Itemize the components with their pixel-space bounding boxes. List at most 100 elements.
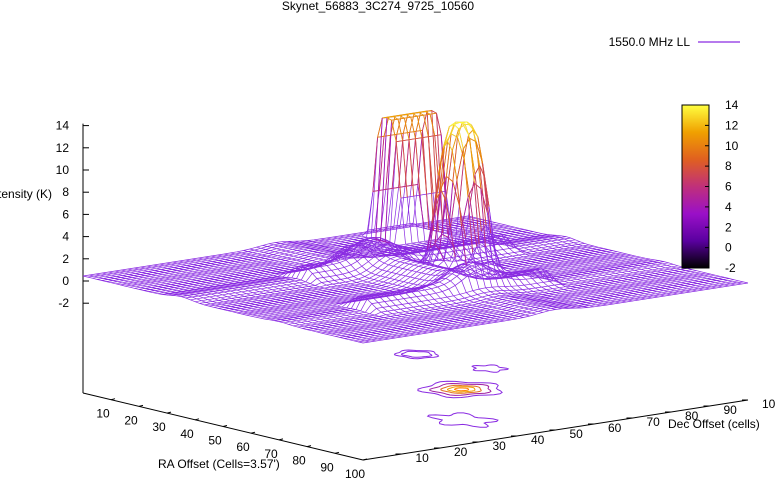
mesh-highlight	[473, 182, 482, 245]
mesh-line	[241, 243, 627, 315]
mesh-highlight	[391, 134, 399, 189]
mesh-highlight	[447, 124, 455, 151]
mesh-line	[334, 275, 721, 337]
mesh-highlight	[460, 121, 467, 125]
mesh-highlight	[461, 197, 469, 266]
mesh-line	[348, 279, 735, 341]
mesh-line	[246, 254, 632, 316]
mesh-line	[362, 282, 749, 344]
z-tick-label: 10	[56, 163, 70, 177]
y-tick-label: 70	[647, 415, 661, 429]
mesh-highlight	[383, 116, 391, 137]
mesh-highlight	[464, 123, 472, 139]
mesh-line	[213, 133, 599, 308]
mesh-line	[218, 121, 604, 309]
mesh-line	[371, 115, 652, 299]
z-tick-label: 12	[56, 141, 70, 155]
contour-line	[426, 412, 499, 428]
y-tick-label: 50	[570, 427, 584, 441]
colorbar-tick-label: 6	[725, 180, 732, 194]
mesh-highlight	[434, 190, 442, 251]
mesh-highlight	[416, 114, 424, 138]
mesh-highlight	[436, 148, 444, 199]
mesh-highlight	[395, 140, 403, 199]
mesh-line	[92, 217, 478, 279]
mesh-line	[208, 175, 595, 307]
mesh-highlight	[471, 124, 479, 142]
mesh-line	[180, 234, 567, 297]
mesh-line	[222, 121, 609, 310]
mesh-highlight	[480, 188, 488, 248]
mesh-line	[365, 116, 646, 300]
mesh-highlight	[451, 128, 460, 181]
mesh-highlight	[385, 135, 393, 190]
colorbar-tick-label: 0	[725, 241, 732, 255]
mesh-highlight	[456, 148, 464, 228]
mesh-line	[255, 256, 641, 318]
colorbar-tick-label: 2	[725, 220, 732, 234]
mesh-highlight	[440, 141, 449, 202]
x-tick-label: 40	[180, 427, 194, 441]
mesh-line	[204, 233, 590, 306]
mesh-highlight	[417, 130, 425, 229]
mesh-highlight	[410, 115, 418, 139]
mesh-highlight	[385, 116, 394, 121]
colorbar-tick-label: -2	[725, 261, 736, 275]
mesh-line	[227, 123, 613, 311]
mesh-line	[274, 260, 660, 321]
legend: 1550.0 MHz LL	[609, 35, 740, 49]
y-tick-label: 40	[531, 433, 545, 447]
mesh-highlight	[450, 179, 458, 258]
mesh-highlight	[417, 111, 426, 116]
mesh-line	[288, 263, 674, 325]
y-tick-label: 10	[416, 451, 430, 465]
x-axis-label: RA Offset (Cells=3.57')	[158, 457, 280, 471]
chart-title: Skynet_56883_3C274_9725_10560	[282, 0, 475, 13]
mesh-highlight	[429, 112, 437, 136]
x-tick-label: 60	[236, 440, 250, 454]
mesh-highlight	[415, 137, 422, 196]
mesh-highlight	[415, 111, 423, 132]
mesh-line	[194, 241, 581, 303]
mesh-highlight	[408, 138, 416, 197]
mesh-line	[325, 273, 711, 335]
mesh-line	[283, 262, 669, 324]
mesh-highlight	[398, 133, 406, 188]
colorbar: -2 0 2 4 6 8 10 12 14	[681, 98, 739, 275]
mesh-highlight	[402, 113, 410, 134]
mesh-line	[320, 272, 707, 334]
contour-line	[400, 350, 433, 358]
mesh-highlight	[384, 120, 393, 244]
mesh-line	[330, 274, 716, 336]
mesh-highlight	[391, 115, 400, 120]
mesh-highlight	[438, 200, 447, 261]
mesh-highlight	[462, 138, 471, 198]
colorbar-tick-label: 4	[725, 200, 732, 214]
mesh-highlight	[429, 198, 437, 249]
surface-mesh	[82, 109, 749, 344]
colorbar-tick-label: 12	[725, 118, 739, 132]
mesh-line	[129, 226, 515, 288]
mesh-line	[306, 269, 693, 330]
x-tick-label: 30	[152, 420, 166, 434]
contour-line	[417, 380, 503, 399]
contour-line	[393, 349, 440, 360]
mesh-line	[278, 261, 665, 322]
mesh-highlight	[469, 174, 478, 247]
mesh-highlight	[378, 136, 386, 191]
mesh-highlight	[402, 139, 410, 198]
mesh-highlight	[434, 134, 442, 193]
mesh-highlight	[445, 150, 453, 228]
mesh-line	[199, 243, 585, 304]
mesh-highlight	[453, 121, 461, 130]
mesh-highlight	[398, 114, 407, 119]
contour-line	[429, 382, 492, 396]
z-tick-label: 14	[56, 119, 70, 133]
mesh-line	[358, 281, 744, 343]
mesh-line	[264, 258, 651, 320]
mesh-line	[250, 255, 637, 317]
mesh-line	[292, 265, 679, 327]
y-tick-label: 90	[724, 403, 738, 417]
mesh-highlight	[409, 112, 417, 133]
